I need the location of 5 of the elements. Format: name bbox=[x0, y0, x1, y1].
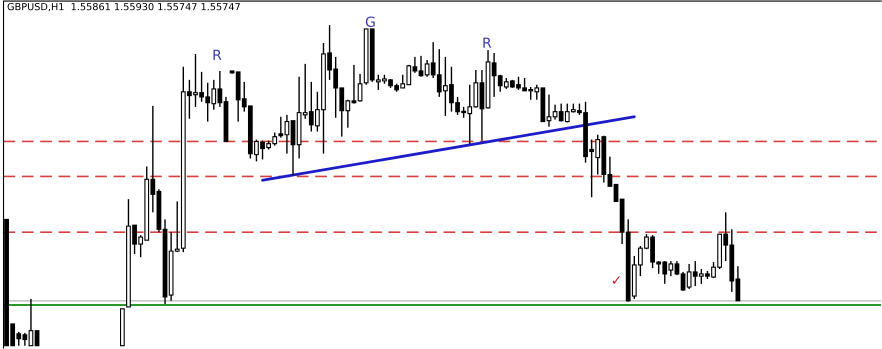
annotation: G bbox=[366, 16, 375, 27]
annotation: R bbox=[214, 50, 222, 60]
annotation: ✓ bbox=[612, 276, 620, 284]
chart-title: GBPUSD,H1 1.55861 1.55930 1.55747 1.55747 bbox=[8, 2, 240, 12]
annotation: R bbox=[483, 38, 492, 48]
